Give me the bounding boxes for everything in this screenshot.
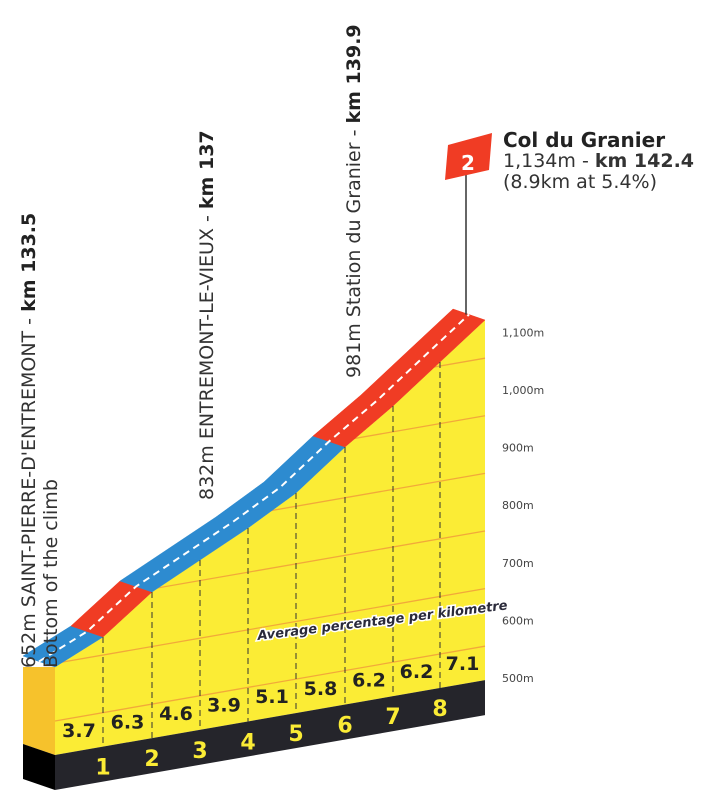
y-tick-label: 800m — [502, 499, 534, 512]
km-marker-label: 3 — [192, 739, 207, 764]
category-flag-label: 2 — [461, 151, 475, 175]
base-side-face — [23, 744, 55, 790]
grade-label: 5.8 — [304, 678, 338, 700]
waypoint-2-km: km 137 — [196, 130, 218, 210]
summit-km: 142.4 — [633, 150, 695, 172]
grade-label: 5.1 — [255, 686, 289, 708]
road-segment-km9 — [407, 308, 486, 363]
waypoint-3-label: 981m Station du Granier - km 139.9 — [343, 24, 365, 378]
waypoint-1-sub: Bottom of the climb — [40, 479, 62, 668]
grid-line — [54, 587, 486, 665]
km-marker-label: 1 — [95, 756, 110, 781]
waypoint-1-km: km 133.5 — [18, 212, 40, 312]
y-tick-label: 500m — [502, 672, 534, 685]
km-marker-label: 7 — [385, 705, 400, 730]
profile-side-face — [23, 656, 55, 755]
grade-label: 7.1 — [446, 653, 480, 675]
grade-label: 3.7 — [62, 720, 96, 742]
y-tick-label: 600m — [502, 614, 534, 627]
grade-label: 6.2 — [400, 661, 434, 683]
km-marker-label: 4 — [240, 730, 255, 755]
mask-above-profile — [0, 0, 708, 667]
waypoint-1-name: 652m SAINT-PIERRE-D'ENTREMONT - — [18, 311, 40, 668]
grid-line — [54, 645, 486, 722]
y-tick-label: 900m — [502, 442, 534, 455]
summit-altitude: 1,134m — [503, 150, 576, 172]
profile-front-face — [55, 320, 485, 755]
grade-label: 6.2 — [352, 669, 386, 691]
road-center-dash — [38, 313, 470, 663]
km-marker-label: 2 — [144, 747, 159, 772]
summit-name: Col du Granier — [503, 128, 666, 152]
km-band — [55, 680, 485, 790]
summit-info: Col du Granier 1,134m - km 142.4 (8.9km … — [503, 128, 695, 193]
waypoint-3-name: 981m Station du Granier - — [343, 123, 365, 378]
category-flag-icon — [445, 133, 492, 180]
y-tick-label: 1,000m — [502, 384, 544, 397]
grade-label: 3.9 — [207, 695, 241, 717]
waypoint-2-label: 832m ENTREMONT-LE-VIEUX - km 137 — [196, 130, 218, 500]
km-marker-label: 6 — [337, 714, 352, 739]
waypoint-1-label: 652m SAINT-PIERRE-D'ENTREMONT - km 133.5… — [18, 213, 62, 668]
waypoint-3-km: km 139.9 — [343, 24, 365, 124]
summit-km-prefix: km — [594, 150, 628, 172]
waypoint-2-name: 832m ENTREMONT-LE-VIEUX - — [196, 209, 218, 500]
km-marker-label: 5 — [288, 722, 303, 747]
y-tick-label: 700m — [502, 557, 534, 570]
km-marker-label: 8 — [432, 697, 447, 722]
summit-summary: (8.9km at 5.4%) — [503, 171, 657, 193]
grade-label: 6.3 — [111, 711, 145, 733]
grade-label: 4.6 — [159, 703, 193, 725]
y-tick-label: 1,100m — [502, 326, 544, 339]
